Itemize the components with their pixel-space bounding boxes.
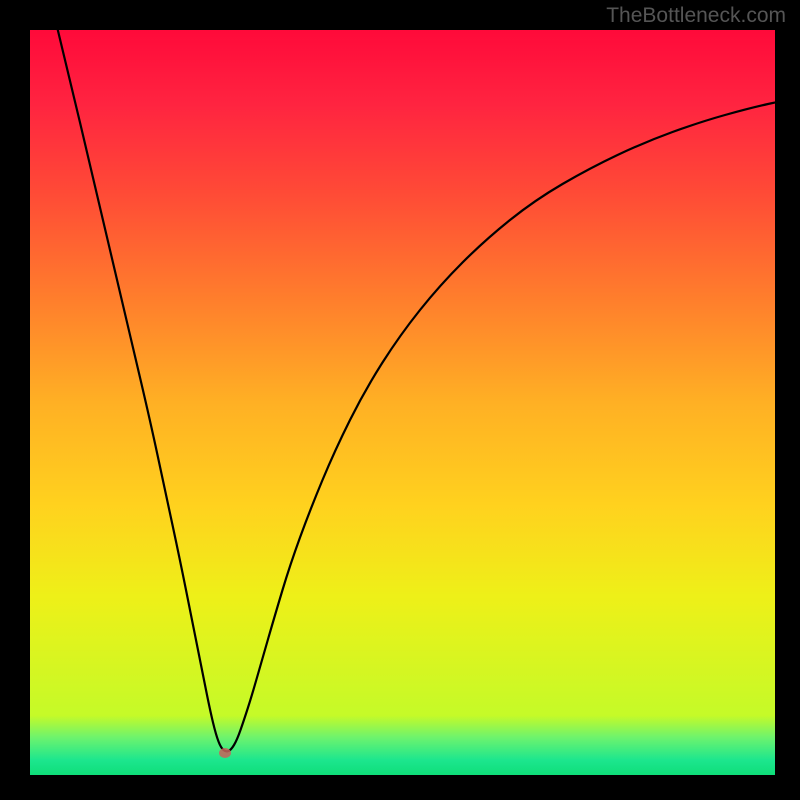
gradient-background (30, 30, 775, 775)
plot-area (30, 30, 775, 775)
watermark-text: TheBottleneck.com (606, 4, 786, 28)
chart-container: TheBottleneck.com (0, 0, 800, 800)
